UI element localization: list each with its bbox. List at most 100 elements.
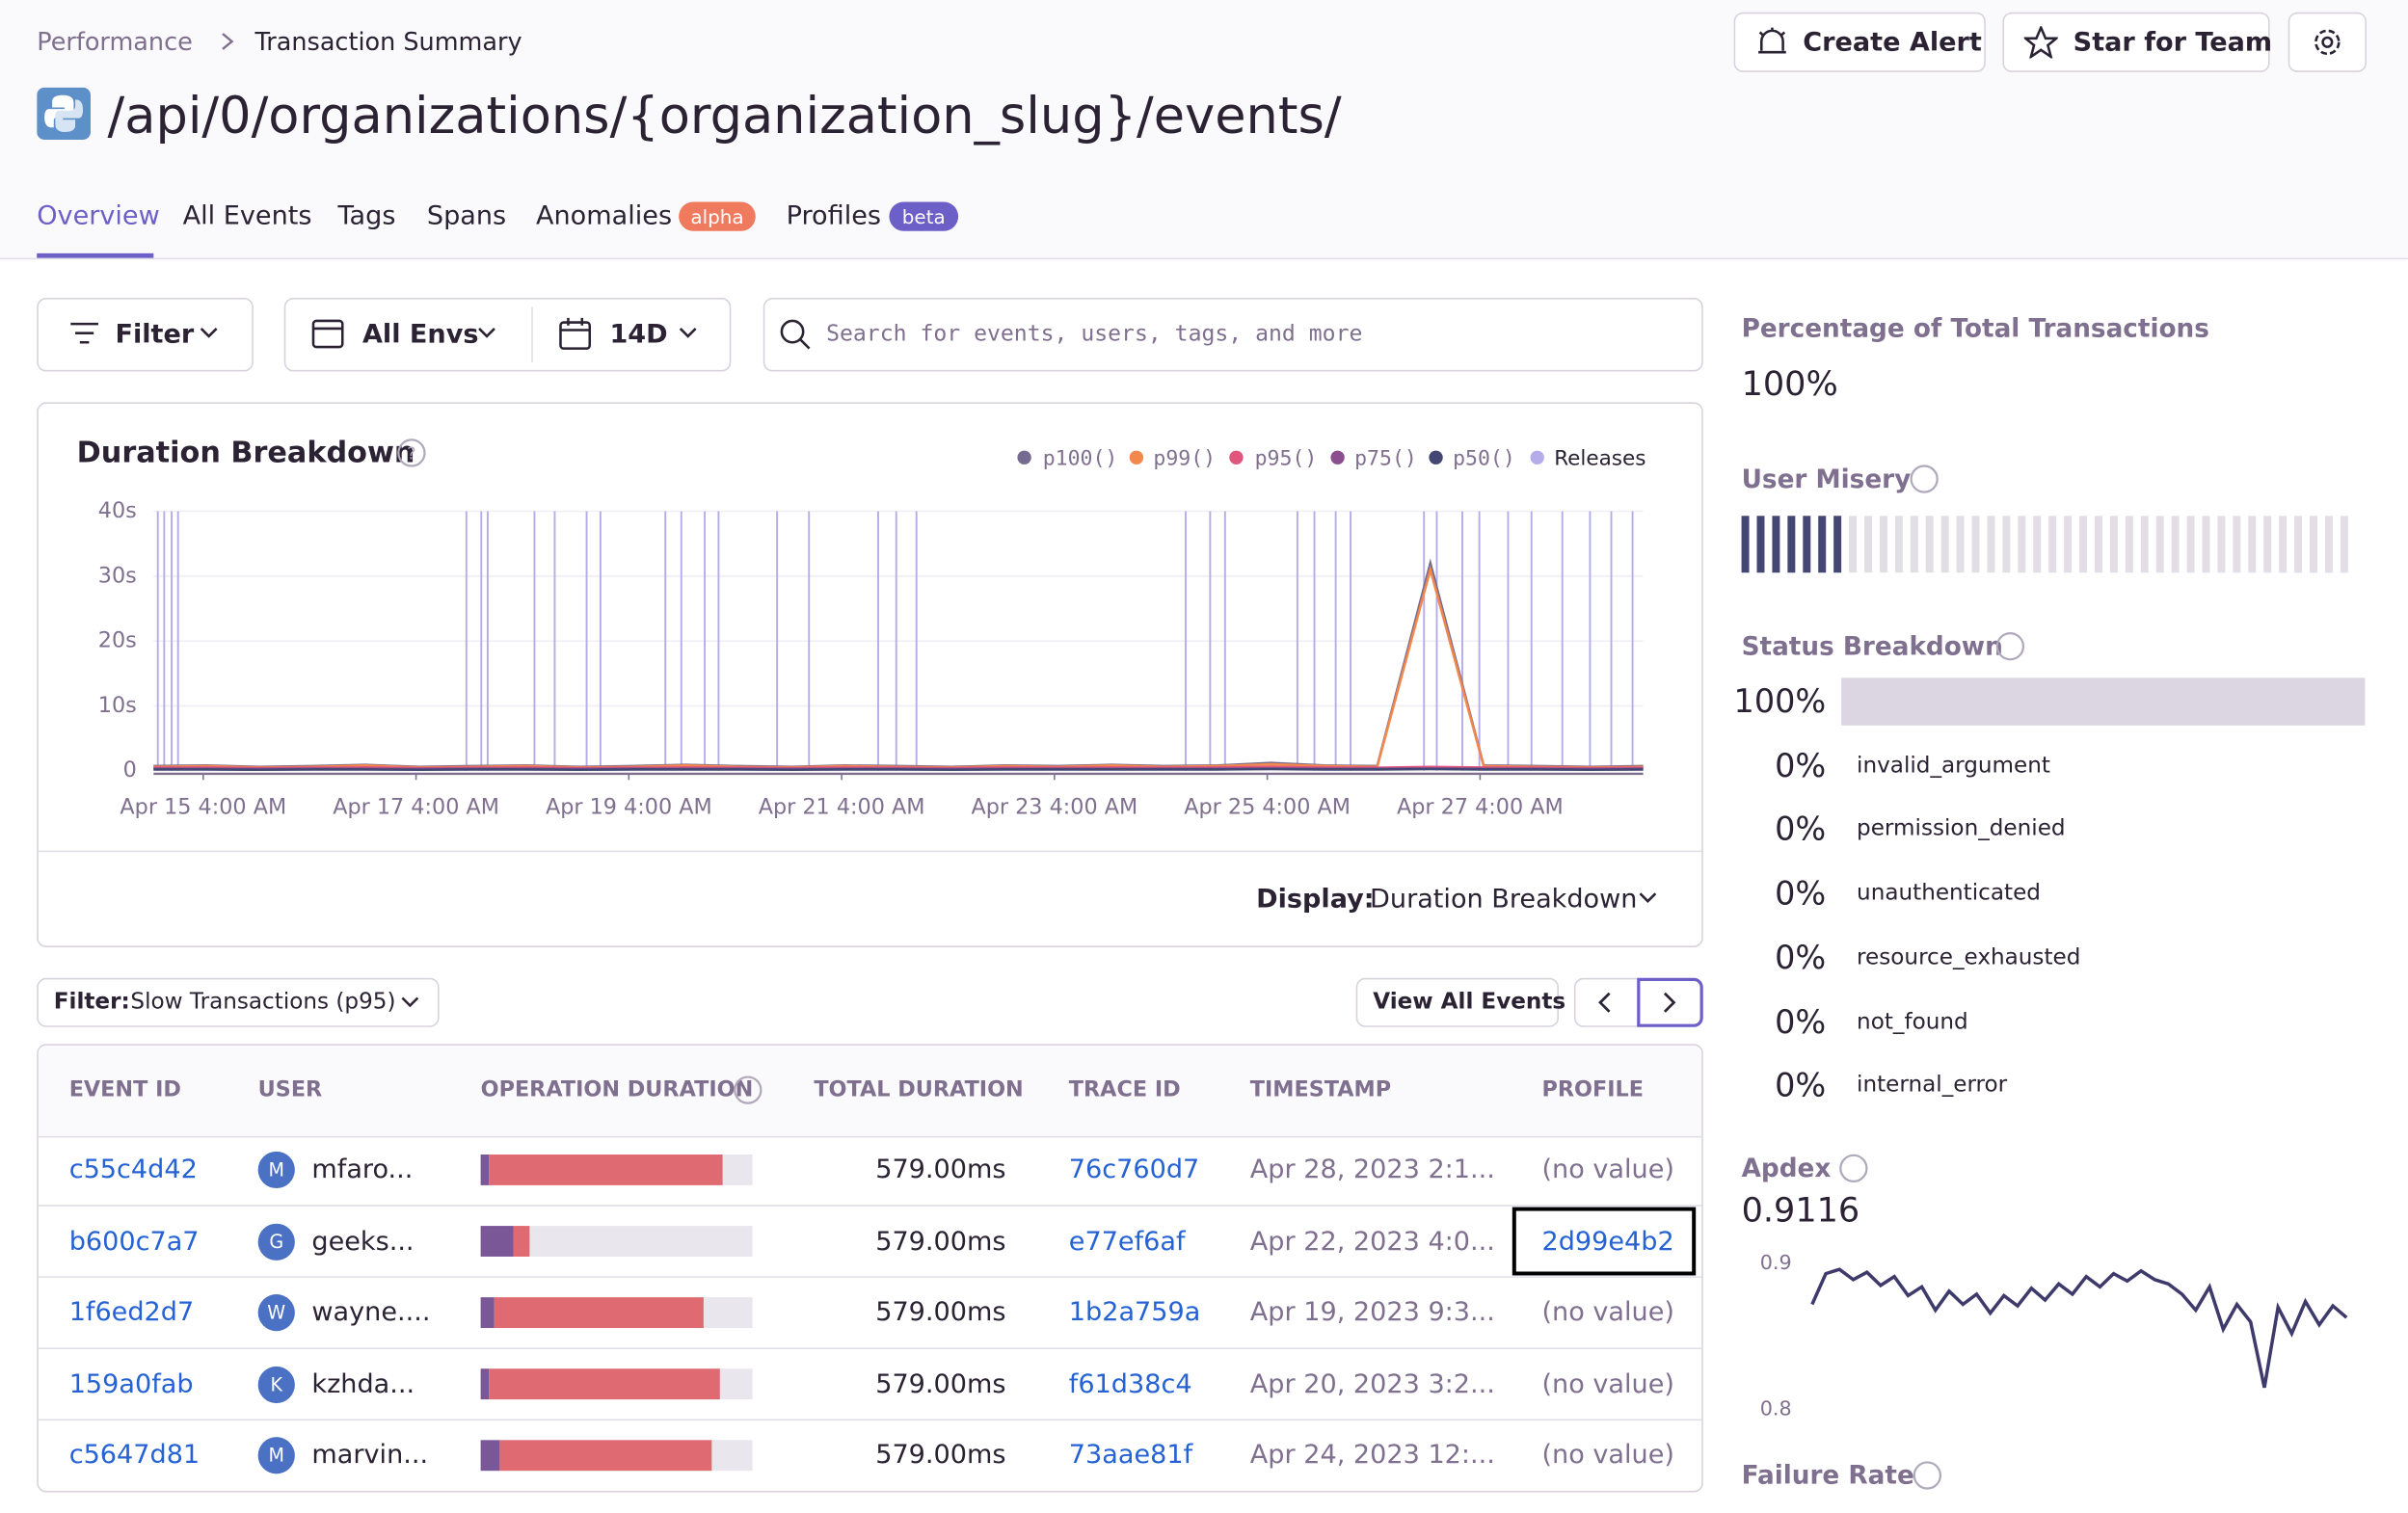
button[interactable]	[1733, 12, 1986, 72]
display-value[interactable]: Duration Breakdown	[1370, 884, 1638, 916]
op-segment	[480, 1368, 490, 1400]
misery-bar	[1818, 516, 1827, 573]
legend-dot	[1229, 450, 1244, 465]
focus-box	[1512, 1207, 1697, 1276]
y-tick-label: 0.8	[1760, 1396, 1792, 1420]
column-header: USER	[257, 1077, 323, 1102]
status-percent: 0%	[1775, 810, 1827, 849]
misery-bar	[2140, 516, 2149, 573]
x-tick-label: Apr 17 4:00 AM	[333, 794, 499, 819]
misery-bar	[2155, 516, 2164, 573]
button[interactable]	[2002, 12, 2270, 72]
tab[interactable]: Profiles	[786, 200, 881, 232]
trace-id[interactable]: 73aae81f	[1068, 1440, 1193, 1472]
user: wayne....	[311, 1297, 431, 1329]
event-id[interactable]: 159a0fab	[68, 1368, 194, 1400]
search-placeholder: Search for events, users, tags, and more	[826, 322, 1363, 348]
event-id[interactable]: b600c7a7	[68, 1226, 200, 1257]
x-tick-label: Apr 23 4:00 AM	[971, 794, 1137, 819]
misery-bar	[1940, 516, 1949, 573]
sidebar-title: Apdex	[1741, 1154, 1832, 1183]
misery-bar	[2233, 516, 2241, 573]
profile: (no value)	[1541, 1440, 1674, 1472]
help-icon	[1913, 1461, 1941, 1490]
event-id[interactable]: c55c4d42	[68, 1155, 198, 1185]
misery-bar	[2186, 516, 2195, 573]
button-label[interactable]: Create Alert	[1803, 27, 1982, 59]
op-segment	[480, 1155, 490, 1185]
misery-bar	[2171, 516, 2180, 573]
chevron	[1639, 892, 1657, 903]
column-header: PROFILE	[1541, 1077, 1644, 1102]
legend-dot	[1330, 450, 1345, 465]
legend-label: Releases	[1554, 446, 1645, 470]
status-bar	[1841, 677, 2366, 726]
next-button[interactable]	[1637, 977, 1703, 1027]
misery-bar	[1987, 516, 1995, 573]
status-name: not_found	[1857, 1009, 1968, 1034]
avatar: K	[257, 1366, 295, 1403]
trace-id[interactable]: 76c760d7	[1068, 1155, 1200, 1185]
total-duration: 579.00ms	[875, 1440, 1006, 1472]
misery-bar	[1956, 516, 1965, 573]
status-name: unauthenticated	[1857, 881, 2041, 907]
env-label[interactable]: All Envs	[361, 319, 479, 351]
op-segment	[494, 1297, 704, 1329]
breadcrumb[interactable]: Performance	[37, 26, 193, 57]
op-segment	[513, 1226, 530, 1257]
events-table	[37, 1044, 1703, 1493]
filter-button[interactable]	[37, 298, 254, 372]
trace-id[interactable]: e77ef6af	[1068, 1226, 1186, 1257]
help-icon	[1910, 465, 1939, 493]
tab[interactable]: Anomalies	[535, 200, 673, 232]
legend-label: p99()	[1153, 446, 1216, 470]
y-tick-label: 0.9	[1760, 1251, 1792, 1274]
timestamp: Apr 24, 2023 12:...	[1249, 1440, 1495, 1472]
status-percent: 0%	[1775, 1003, 1827, 1041]
icon	[559, 317, 592, 350]
env-date-selector[interactable]	[283, 298, 732, 372]
x-tick-label: Apr 19 4:00 AM	[546, 794, 712, 819]
legend-dot	[1429, 450, 1443, 465]
total-duration: 579.00ms	[875, 1226, 1006, 1257]
settings-button[interactable]	[2288, 12, 2367, 72]
events-filter-value[interactable]: Slow Transactions (p95)	[130, 990, 396, 1016]
button-label[interactable]: Star for Team	[2073, 27, 2273, 59]
misery-bar	[1925, 516, 1934, 573]
search-box[interactable]	[763, 298, 1703, 372]
events-filter-label: Filter:	[53, 990, 130, 1016]
op-segment	[489, 1368, 720, 1400]
gear-icon	[2314, 29, 2341, 56]
events-filter[interactable]	[37, 977, 440, 1027]
tab[interactable]: Overview	[37, 200, 160, 232]
misery-bar	[1864, 516, 1872, 573]
help-icon[interactable]: ?	[396, 438, 427, 468]
total-duration: 579.00ms	[875, 1297, 1006, 1329]
misery-bar	[2079, 516, 2088, 573]
chevron-right	[1663, 992, 1676, 1013]
trace-id[interactable]: f61d38c4	[1068, 1368, 1192, 1400]
event-id[interactable]: 1f6ed2d7	[68, 1297, 195, 1329]
profile[interactable]: 2d99e4b2	[1541, 1226, 1674, 1257]
button[interactable]	[1355, 977, 1559, 1027]
legend-label: p95()	[1255, 446, 1318, 470]
misery-bar	[1833, 516, 1842, 573]
op-segment	[499, 1440, 712, 1472]
sidebar-title: Failure Rate	[1741, 1460, 1914, 1491]
legend-dot	[1129, 450, 1144, 465]
chevron	[478, 328, 495, 338]
filter-label[interactable]: Filter	[115, 319, 195, 351]
tab[interactable]: Spans	[426, 200, 507, 232]
trace-id[interactable]: 1b2a759a	[1068, 1297, 1201, 1329]
event-id[interactable]: c5647d81	[68, 1440, 201, 1472]
misery-bar	[2125, 516, 2133, 573]
chevron-left	[1598, 992, 1611, 1013]
view-all-events[interactable]: View All Events	[1373, 990, 1566, 1016]
op-segment	[480, 1297, 495, 1329]
tab[interactable]: All Events	[182, 200, 312, 232]
tab[interactable]: Tags	[337, 200, 396, 232]
breadcrumb: Transaction Summary	[254, 26, 522, 57]
period-label[interactable]: 14D	[609, 319, 668, 351]
